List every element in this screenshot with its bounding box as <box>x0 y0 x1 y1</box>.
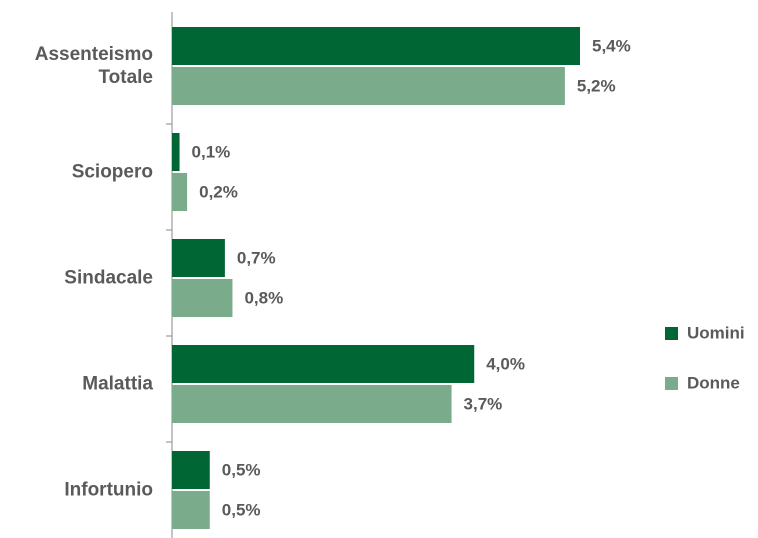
value-label: 4,0% <box>486 354 525 373</box>
value-label: 5,2% <box>577 76 616 95</box>
legend-label: Uomini <box>687 323 745 342</box>
category-label: Infortunio <box>64 479 153 501</box>
value-label: 0,2% <box>199 182 238 201</box>
value-label: 0,1% <box>192 142 231 161</box>
value-label: 0,8% <box>244 288 283 307</box>
category-label: Sindacale <box>64 267 153 289</box>
category-label: Malattia <box>82 373 153 395</box>
bar <box>172 133 180 171</box>
value-label: 0,7% <box>237 248 276 267</box>
bar <box>172 239 225 277</box>
bar <box>172 385 452 423</box>
legend-swatch <box>665 377 678 390</box>
value-label: 3,7% <box>464 394 503 413</box>
category-label: Sciopero <box>71 161 153 183</box>
value-label: 0,5% <box>222 500 261 519</box>
bar <box>172 279 233 317</box>
legend-label: Donne <box>687 373 740 392</box>
bar <box>172 173 188 211</box>
value-label: 0,5% <box>222 460 261 479</box>
value-label: 5,4% <box>592 36 631 55</box>
bar <box>172 451 210 489</box>
bar <box>172 491 210 529</box>
bar <box>172 345 475 383</box>
legend-swatch <box>665 327 678 340</box>
category-label: Assenteismo Totale <box>34 44 153 88</box>
bar <box>172 27 580 65</box>
bar <box>172 67 565 105</box>
